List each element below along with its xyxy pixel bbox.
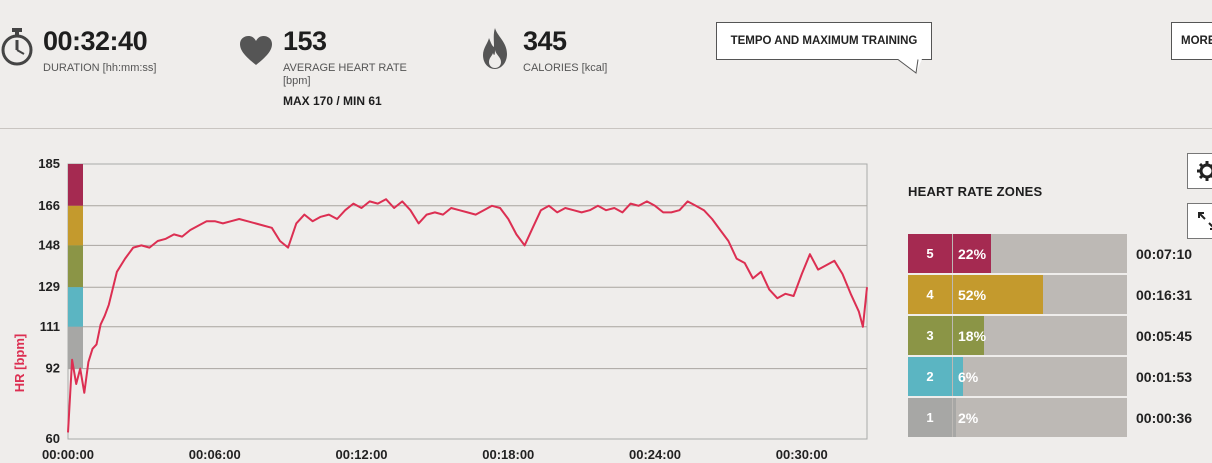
zone-bar: [953, 398, 957, 437]
y-tick-label: 166: [38, 198, 60, 213]
zone-band: [68, 205, 83, 246]
zone-band: [68, 164, 83, 206]
y-tick-label: 148: [38, 237, 60, 252]
flame-icon: [483, 28, 507, 69]
y-tick-label: 92: [46, 361, 60, 376]
settings-button[interactable]: [1187, 153, 1212, 189]
zone-band: [68, 287, 83, 327]
x-tick-label: 00:00:00: [42, 447, 94, 462]
section-divider: [0, 128, 1212, 129]
zone-number: 3: [908, 316, 952, 355]
avg-heart-rate-label: AVERAGE HEART RATE: [283, 62, 407, 74]
training-type-callout[interactable]: TEMPO AND MAXIMUM TRAINING: [716, 22, 932, 60]
stopwatch-icon: [1, 28, 33, 66]
zone-number: 2: [908, 357, 952, 396]
zone-percent: 6%: [958, 368, 979, 385]
zone-time: 00:07:10: [1136, 246, 1193, 262]
zone-percent: 2%: [958, 409, 979, 426]
more-button[interactable]: MORE: [1171, 22, 1212, 60]
zone-row-2: 2 6%: [908, 357, 1127, 396]
expand-button[interactable]: [1187, 203, 1212, 239]
zone-time: 00:01:53: [1136, 369, 1193, 385]
x-tick-label: 00:30:00: [776, 447, 828, 462]
zone-percent: 18%: [958, 327, 987, 344]
expand-icon: [1198, 212, 1212, 230]
heart-rate-line: [67, 198, 868, 433]
heart-rate-chart: 60 92 111 129 148 166 185 00:00:00 00:06:00 00:1…: [12, 156, 868, 462]
y-tick-label: 129: [38, 279, 60, 294]
zone-time: 00:16:31: [1136, 287, 1193, 303]
calories-label: CALORIES [kcal]: [523, 62, 608, 74]
y-tick-label: 111: [40, 319, 60, 334]
plot-area: [67, 163, 868, 440]
zone-row-1: 1 2%: [908, 398, 1127, 437]
zone-number: 5: [908, 234, 952, 273]
avg-heart-rate-unit: [bpm]: [283, 75, 311, 87]
heart-icon: [240, 36, 272, 65]
x-tick-label: 00:06:00: [189, 447, 241, 462]
y-tick-label: 185: [38, 156, 60, 171]
zone-bar: [953, 357, 964, 396]
zone-band: [68, 245, 83, 288]
y-tick-label: 60: [46, 431, 60, 446]
zone-bar: [953, 316, 985, 355]
zone-percent: 52%: [958, 286, 987, 303]
zone-band: [68, 326, 83, 369]
duration-value: 00:32:40: [43, 26, 148, 56]
zone-time: 00:00:36: [1136, 410, 1193, 426]
zone-percent: 22%: [958, 245, 987, 262]
x-tick-label: 00:18:00: [482, 447, 534, 462]
zone-row-4: 4 52%: [908, 275, 1127, 314]
x-tick-label: 00:24:00: [629, 447, 681, 462]
zone-row-5: 5 22%: [908, 234, 1127, 273]
gear-icon: [1197, 161, 1212, 181]
max-min-heart-rate: MAX 170 / MIN 61: [283, 94, 382, 108]
zone-time: 00:05:45: [1136, 328, 1193, 344]
duration-label: DURATION [hh:mm:ss]: [43, 62, 157, 74]
avg-heart-rate-value: 153: [283, 26, 327, 56]
x-tick-label: 00:12:00: [335, 447, 387, 462]
heart-rate-zones-title: HEART RATE ZONES: [908, 184, 1043, 199]
zone-bar: [953, 275, 1044, 314]
y-axis-label: HR [bpm]: [12, 334, 27, 393]
callout-tail: [898, 59, 922, 74]
zone-bar: [953, 234, 992, 273]
zone-number: 4: [908, 275, 952, 314]
zone-row-3: 3 18%: [908, 316, 1127, 355]
calories-value: 345: [523, 26, 567, 56]
zone-number: 1: [908, 398, 952, 437]
